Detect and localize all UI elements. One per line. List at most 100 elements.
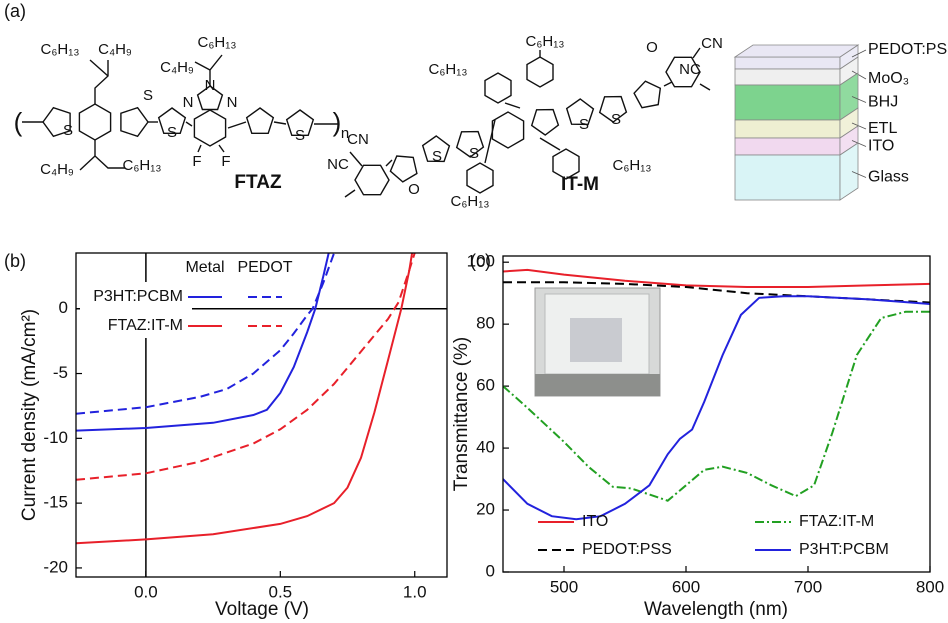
atom-label: S: [611, 111, 621, 128]
atom-label: O: [646, 39, 658, 56]
panel-label: (b): [4, 251, 26, 271]
y-tick-label: 0: [59, 298, 68, 317]
x-axis-title: Voltage (V): [215, 599, 309, 620]
atom-label: S: [579, 116, 589, 133]
y-tick-label: 40: [476, 438, 495, 457]
panel-label: (a): [4, 1, 26, 21]
structure-name: FTAZ: [234, 172, 282, 193]
atom-label: F: [221, 153, 230, 170]
device-stack: PEDOT:PSS MoO₃ BHJ ETLITO Glass: [735, 41, 948, 200]
bond: [228, 122, 246, 128]
x-tick-label: 800: [916, 577, 944, 596]
atom-label: C₆H₁₃: [123, 157, 162, 174]
y-tick-label: -20: [43, 557, 68, 576]
bond: [664, 82, 672, 86]
bond: [350, 152, 362, 166]
y-axis-title: Transmittance (%): [451, 337, 472, 492]
atom-label: C₆H₁₃: [41, 41, 80, 58]
bond: [274, 122, 286, 124]
data-line: [76, 253, 329, 431]
ring: [532, 110, 559, 135]
chemical-structures: C₆H₁₃C₄H₉C₆H₁₃C₄H₉NNNSSSSFFnC₄H₉C₆H₁₃FTA…: [14, 33, 723, 210]
atom-label: C₄H₉: [160, 59, 194, 76]
bond: [219, 145, 224, 152]
y-tick-label: 60: [476, 376, 495, 395]
legend-column: Metal: [185, 259, 224, 276]
bond: [485, 120, 495, 163]
layer-label: Glass: [868, 169, 909, 186]
layer-label: BHJ: [868, 94, 898, 111]
atom-label: C₄H₉: [98, 41, 132, 58]
figure: (a) (b) (c) C₆H₁₃C₄H₉C₆H₁₃C₄H₉NNNSSSSFFn…: [0, 0, 948, 623]
structure-name: IT-M: [561, 174, 599, 195]
bond: [345, 190, 355, 197]
atom-label: S: [432, 148, 442, 165]
bond: [693, 48, 700, 58]
layer-label: ETL: [868, 120, 897, 137]
y-axis-title: Current density (mA/cm²): [19, 309, 40, 521]
bond: [95, 140, 125, 168]
atom-label: C₄H₉: [40, 161, 74, 178]
ring: [634, 81, 660, 108]
legend-label: PEDOT:PSS: [582, 541, 672, 558]
layer-label: PEDOT:PSS: [868, 41, 948, 58]
bracket: ): [333, 107, 342, 137]
ring: [390, 156, 417, 182]
x-tick-label: 0.0: [134, 582, 158, 601]
bond: [186, 122, 192, 126]
ring: [467, 163, 493, 193]
atom-label: N: [205, 77, 216, 94]
legend-row: FTAZ:IT-M: [108, 317, 183, 334]
bracket: (: [14, 107, 23, 137]
atom-label: NC: [327, 156, 349, 173]
atom-label: S: [295, 127, 305, 144]
atom-label: CN: [701, 35, 723, 52]
y-tick-label: -15: [43, 493, 68, 512]
bond: [195, 62, 210, 70]
legend-label: ITO: [582, 513, 608, 530]
y-tick-label: 0: [486, 561, 495, 580]
legend-label: FTAZ:IT-M: [799, 513, 874, 530]
ring: [485, 73, 511, 103]
device-layer: [735, 69, 840, 85]
ring: [121, 108, 148, 137]
bond: [540, 138, 560, 150]
y-tick-label: 100: [467, 252, 495, 271]
device-layer: [735, 57, 840, 69]
atom-label: C₆H₁₃: [451, 193, 490, 210]
device-layer: [735, 85, 840, 120]
x-tick-label: 600: [672, 577, 700, 596]
atom-label: C₆H₁₃: [526, 33, 565, 50]
atom-label: NC: [679, 61, 701, 78]
atom-label: S: [167, 124, 177, 141]
inset-photo: [535, 288, 660, 396]
bond: [386, 160, 392, 166]
bond: [90, 60, 108, 76]
atom-label: N: [183, 94, 194, 111]
atom-label: S: [63, 122, 73, 139]
atom-label: C₆H₁₃: [613, 157, 652, 174]
ring: [355, 165, 389, 194]
legend-column: PEDOT: [237, 259, 292, 276]
legend-label: P3HT:PCBM: [799, 541, 889, 558]
atom-label: C₆H₁₃: [198, 34, 237, 51]
layer-label: MoO₃: [868, 70, 909, 87]
ring: [247, 108, 274, 133]
bond: [198, 145, 201, 152]
ring: [79, 104, 110, 140]
ring: [194, 110, 225, 146]
atom-label: S: [469, 145, 479, 162]
atom-label: C₆H₁₃: [429, 61, 468, 78]
y-tick-label: -5: [53, 363, 68, 382]
device-layer: [735, 138, 840, 155]
bond: [505, 103, 520, 108]
device-top: [735, 45, 858, 57]
data-line: [503, 270, 930, 287]
layer-label: ITO: [868, 138, 894, 155]
atom-label: O: [408, 181, 420, 198]
x-axis-title: Wavelength (nm): [644, 599, 788, 620]
ring: [492, 112, 523, 148]
y-tick-label: -10: [43, 428, 68, 447]
atom-label: S: [143, 87, 153, 104]
chart: 500600700800020406080100Wavelength (nm)T…: [451, 252, 944, 620]
